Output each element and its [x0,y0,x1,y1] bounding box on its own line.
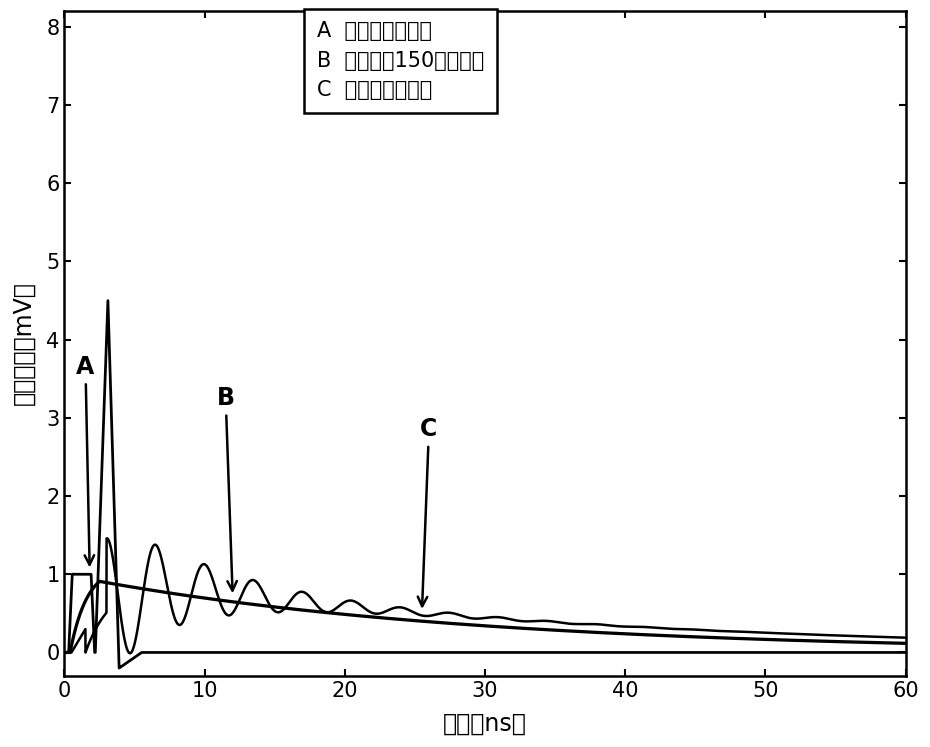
Text: B: B [217,386,237,591]
Text: A: A [76,355,95,565]
X-axis label: 时间（ns）: 时间（ns） [443,712,527,736]
Text: A  无阻抗匹配结构
B  负载串联150欧姆电阻
C  有阻抗匹配结构: A 无阻抗匹配结构 B 负载串联150欧姆电阻 C 有阻抗匹配结构 [317,21,484,100]
Y-axis label: 输出电压（mV）: 输出电压（mV） [11,282,35,406]
Text: C: C [418,418,438,607]
